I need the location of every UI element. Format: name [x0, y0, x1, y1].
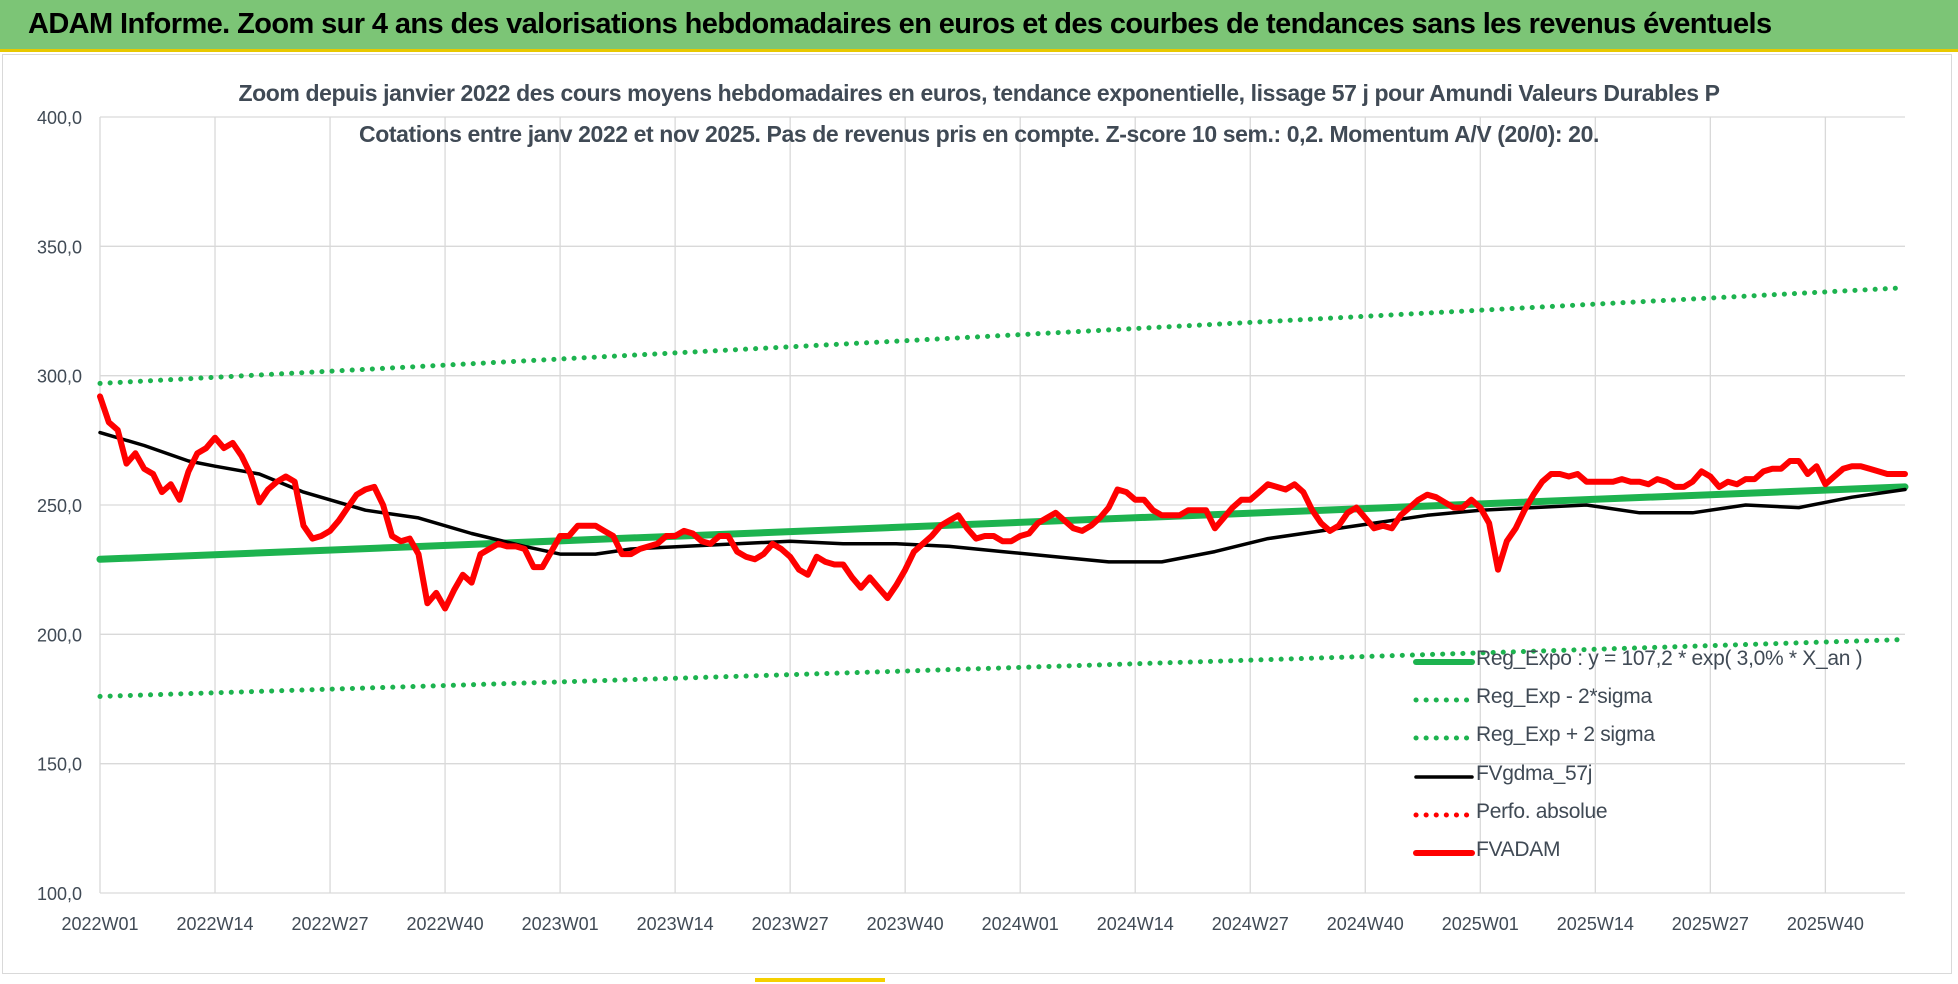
x-tick-label: 2024W40 — [1327, 914, 1404, 934]
y-tick-label: 150,0 — [37, 755, 82, 775]
x-tick-label: 2022W14 — [176, 914, 253, 934]
legend-item: Reg_Exp - 2*sigma — [1412, 685, 1872, 715]
chart-title: Zoom depuis janvier 2022 des cours moyen… — [238, 80, 1720, 106]
series-line-2 — [97, 637, 1908, 699]
x-tick-label: 2025W14 — [1557, 914, 1634, 934]
y-tick-label: 400,0 — [37, 108, 82, 128]
x-tick-label: 2025W27 — [1672, 914, 1749, 934]
legend-swatch — [1413, 659, 1475, 665]
x-tick-label: 2022W40 — [407, 914, 484, 934]
legend-item: Perfo. absolue — [1412, 800, 1872, 830]
chart-subtitle: Cotations entre janv 2022 et nov 2025. P… — [359, 121, 1599, 147]
legend-swatch — [1413, 850, 1475, 856]
x-tick-label: 2023W14 — [637, 914, 714, 934]
legend-swatch — [1413, 697, 1475, 703]
report-title: ADAM Informe. Zoom sur 4 ans des valoris… — [28, 8, 1772, 40]
header-banner: ADAM Informe. Zoom sur 4 ans des valoris… — [0, 0, 1958, 52]
legend-label: Reg_Expo : y = 107,2 * exp( 3,0% * X_an … — [1476, 647, 1863, 670]
bottom-accent-bar — [755, 978, 885, 982]
x-tick-label: 2024W01 — [982, 914, 1059, 934]
y-tick-label: 350,0 — [37, 237, 82, 257]
x-tick-label: 2022W01 — [61, 914, 138, 934]
series-line-4 — [98, 430, 1907, 564]
legend-label: Reg_Exp + 2 sigma — [1476, 723, 1655, 746]
x-tick-label: 2024W27 — [1212, 914, 1289, 934]
series-line-6 — [97, 393, 1908, 612]
y-tick-label: 100,0 — [37, 884, 82, 904]
legend-item: FVADAM — [1412, 838, 1872, 868]
legend-label: Perfo. absolue — [1476, 800, 1608, 823]
series-line-1 — [96, 483, 1909, 563]
legend-swatch — [1413, 812, 1475, 818]
y-tick-label: 300,0 — [37, 367, 82, 387]
legend-swatch — [1414, 775, 1474, 779]
x-tick-label: 2025W40 — [1787, 914, 1864, 934]
chart-frame — [2, 54, 1952, 974]
x-tick-label: 2023W27 — [752, 914, 829, 934]
legend-item: Reg_Expo : y = 107,2 * exp( 3,0% * X_an … — [1412, 647, 1872, 677]
legend-item: FVgdma_57j — [1412, 762, 1872, 792]
legend-swatch — [1413, 735, 1475, 741]
x-tick-label: 2023W40 — [867, 914, 944, 934]
legend-item: Reg_Exp + 2 sigma — [1412, 723, 1872, 753]
x-tick-label: 2025W01 — [1442, 914, 1519, 934]
x-tick-label: 2024W14 — [1097, 914, 1174, 934]
series-line-3 — [97, 285, 1908, 386]
legend-label: FVADAM — [1476, 838, 1561, 861]
x-tick-label: 2022W27 — [292, 914, 369, 934]
x-tick-label: 2023W01 — [522, 914, 599, 934]
y-tick-label: 250,0 — [37, 496, 82, 516]
legend-label: FVgdma_57j — [1476, 762, 1593, 785]
legend-label: Reg_Exp - 2*sigma — [1476, 685, 1652, 708]
y-tick-label: 200,0 — [37, 625, 82, 645]
